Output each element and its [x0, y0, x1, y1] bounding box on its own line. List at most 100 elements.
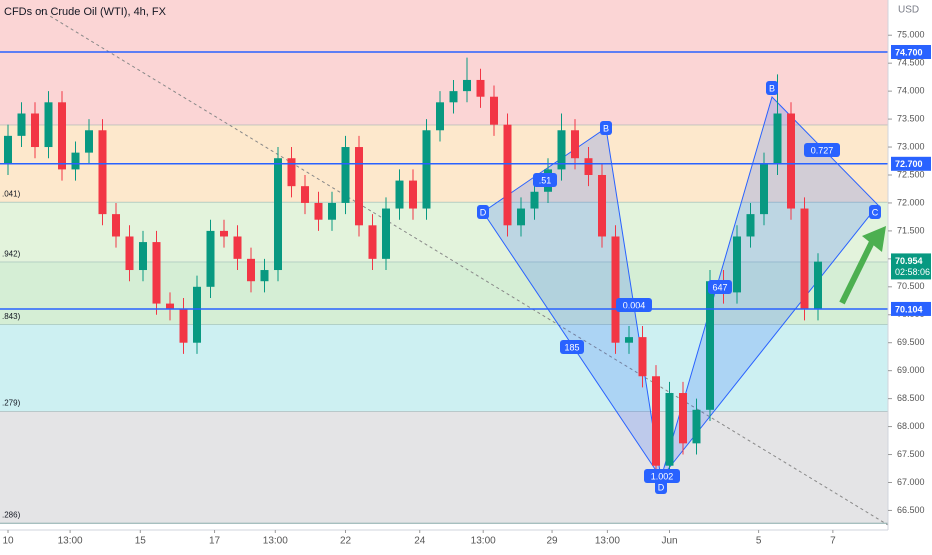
- candle-body: [652, 376, 660, 466]
- candle-body: [44, 102, 53, 148]
- candle-body: [287, 158, 296, 187]
- axes: 75.000 74.500 74.000 73.500 73.000 72.500 72.0…: [2, 30, 931, 547]
- candle-body: [692, 409, 701, 444]
- last-price-box: [891, 253, 931, 280]
- candle-body: [4, 135, 12, 164]
- countdown: 02:58:06: [895, 267, 930, 277]
- pattern-label: 0.727: [811, 145, 834, 155]
- y-tick-label: 74.500: [897, 58, 925, 68]
- chart-title: CFDs on Crude Oil (WTI), 4h, FX: [4, 6, 167, 18]
- candle-body: [530, 191, 539, 209]
- pattern-label: 647: [712, 282, 727, 292]
- pattern-label: 0.004: [623, 300, 646, 310]
- price-box-label: 72.700: [895, 159, 923, 169]
- pattern-label: B: [769, 83, 775, 93]
- candle-body: [584, 158, 593, 175]
- pattern-label-bg: [600, 121, 612, 135]
- y-tick-label: 73.500: [897, 113, 925, 123]
- candle-body: [139, 242, 147, 271]
- candle-body: [571, 130, 579, 159]
- fib-band: [0, 324, 888, 412]
- candle-body: [112, 214, 120, 237]
- pattern-label-bg: [644, 469, 680, 483]
- candle-body: [206, 230, 215, 287]
- candle-body: [611, 236, 620, 343]
- y-tick-label: 74.000: [897, 86, 925, 96]
- candle-body: [787, 113, 795, 209]
- candle-body: [517, 208, 525, 226]
- x-tick-label: 5: [756, 536, 762, 547]
- candle-body: [31, 113, 39, 148]
- arrow: [839, 240, 875, 305]
- y-tick-label: 72.000: [897, 197, 925, 207]
- candle-body: [301, 186, 309, 203]
- fib-label: .843): [2, 312, 21, 321]
- overlay: D B D B C 185 0.004 .51 1.002 647 0.727: [0, 51, 888, 494]
- candle-body: [166, 303, 174, 310]
- pattern-label-bg: [477, 205, 489, 219]
- pattern-label-bg: [708, 280, 732, 294]
- candle-body: [233, 236, 242, 259]
- x-tick-label: 22: [340, 536, 352, 547]
- candle-body: [314, 202, 323, 220]
- pattern-label: 185: [564, 342, 579, 352]
- candle-body: [733, 236, 741, 293]
- y-tick-label: 68.000: [897, 421, 925, 431]
- pattern-label-bg: [560, 340, 584, 354]
- pattern-label-bg: [533, 173, 557, 187]
- y-tick-label: 71.500: [897, 225, 925, 235]
- x-tick-label: 13:00: [595, 536, 620, 547]
- candle-body: [814, 261, 822, 310]
- candle-body: [71, 152, 80, 170]
- x-tick-label: 7: [830, 536, 836, 547]
- candle-body: [193, 286, 201, 343]
- x-tick-label: 17: [209, 536, 221, 547]
- candle-body: [260, 270, 269, 282]
- candle-body: [760, 163, 768, 215]
- candle-body: [503, 124, 512, 226]
- fib-label: .279): [2, 399, 21, 408]
- pattern-label: B: [603, 123, 609, 133]
- candle-body: [247, 258, 255, 282]
- price-box: [891, 156, 931, 171]
- candle-body: [422, 130, 431, 209]
- candle-body: [746, 214, 755, 237]
- candle-body: [449, 91, 458, 103]
- candle-body: [152, 242, 161, 304]
- candle-body: [665, 393, 674, 466]
- candle-body: [557, 130, 566, 170]
- pattern-label-bg: [804, 143, 840, 157]
- candle-body: [773, 113, 782, 164]
- pattern-label-bg: [869, 205, 881, 219]
- candle-body: [638, 337, 647, 377]
- candle-body: [355, 147, 363, 226]
- x-tick-label: 13:00: [58, 536, 83, 547]
- arrow-head: [862, 226, 886, 252]
- x-tick-label: Jun: [661, 536, 677, 547]
- candle-body: [706, 281, 714, 410]
- candle-body: [598, 174, 606, 237]
- pattern-label: .51: [539, 175, 552, 185]
- candle-body: [382, 208, 390, 259]
- pattern-label-bg: [655, 480, 667, 494]
- price-box-label: 70.104: [895, 304, 923, 314]
- candle-body: [463, 79, 471, 92]
- candle-body: [679, 393, 687, 444]
- x-tick-label: 13:00: [471, 536, 496, 547]
- y-tick-label: 75.000: [897, 30, 925, 40]
- pattern-label: C: [872, 207, 879, 217]
- candle-body: [341, 147, 350, 203]
- candle-body: [220, 230, 228, 237]
- pattern-label: D: [658, 482, 665, 492]
- pattern-label: D: [480, 207, 487, 217]
- x-tick-label: 13:00: [263, 536, 288, 547]
- x-axis-bg: [0, 530, 932, 550]
- candle-body: [476, 79, 485, 97]
- fib-label: .942): [2, 249, 21, 258]
- fib-label: .286): [2, 510, 21, 519]
- y-tick-label: 70.500: [897, 281, 925, 291]
- y-tick-label: 67.500: [897, 449, 925, 459]
- candle-body: [85, 130, 93, 153]
- fib-label: .041): [2, 189, 21, 198]
